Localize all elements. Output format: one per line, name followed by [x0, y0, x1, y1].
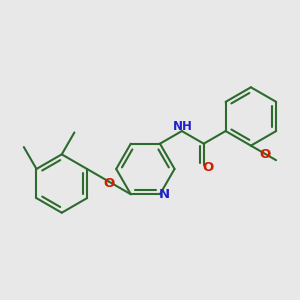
Text: O: O: [103, 177, 115, 190]
Text: O: O: [203, 161, 214, 175]
Text: N: N: [159, 188, 170, 201]
Text: O: O: [259, 148, 270, 161]
Text: NH: NH: [172, 120, 193, 133]
